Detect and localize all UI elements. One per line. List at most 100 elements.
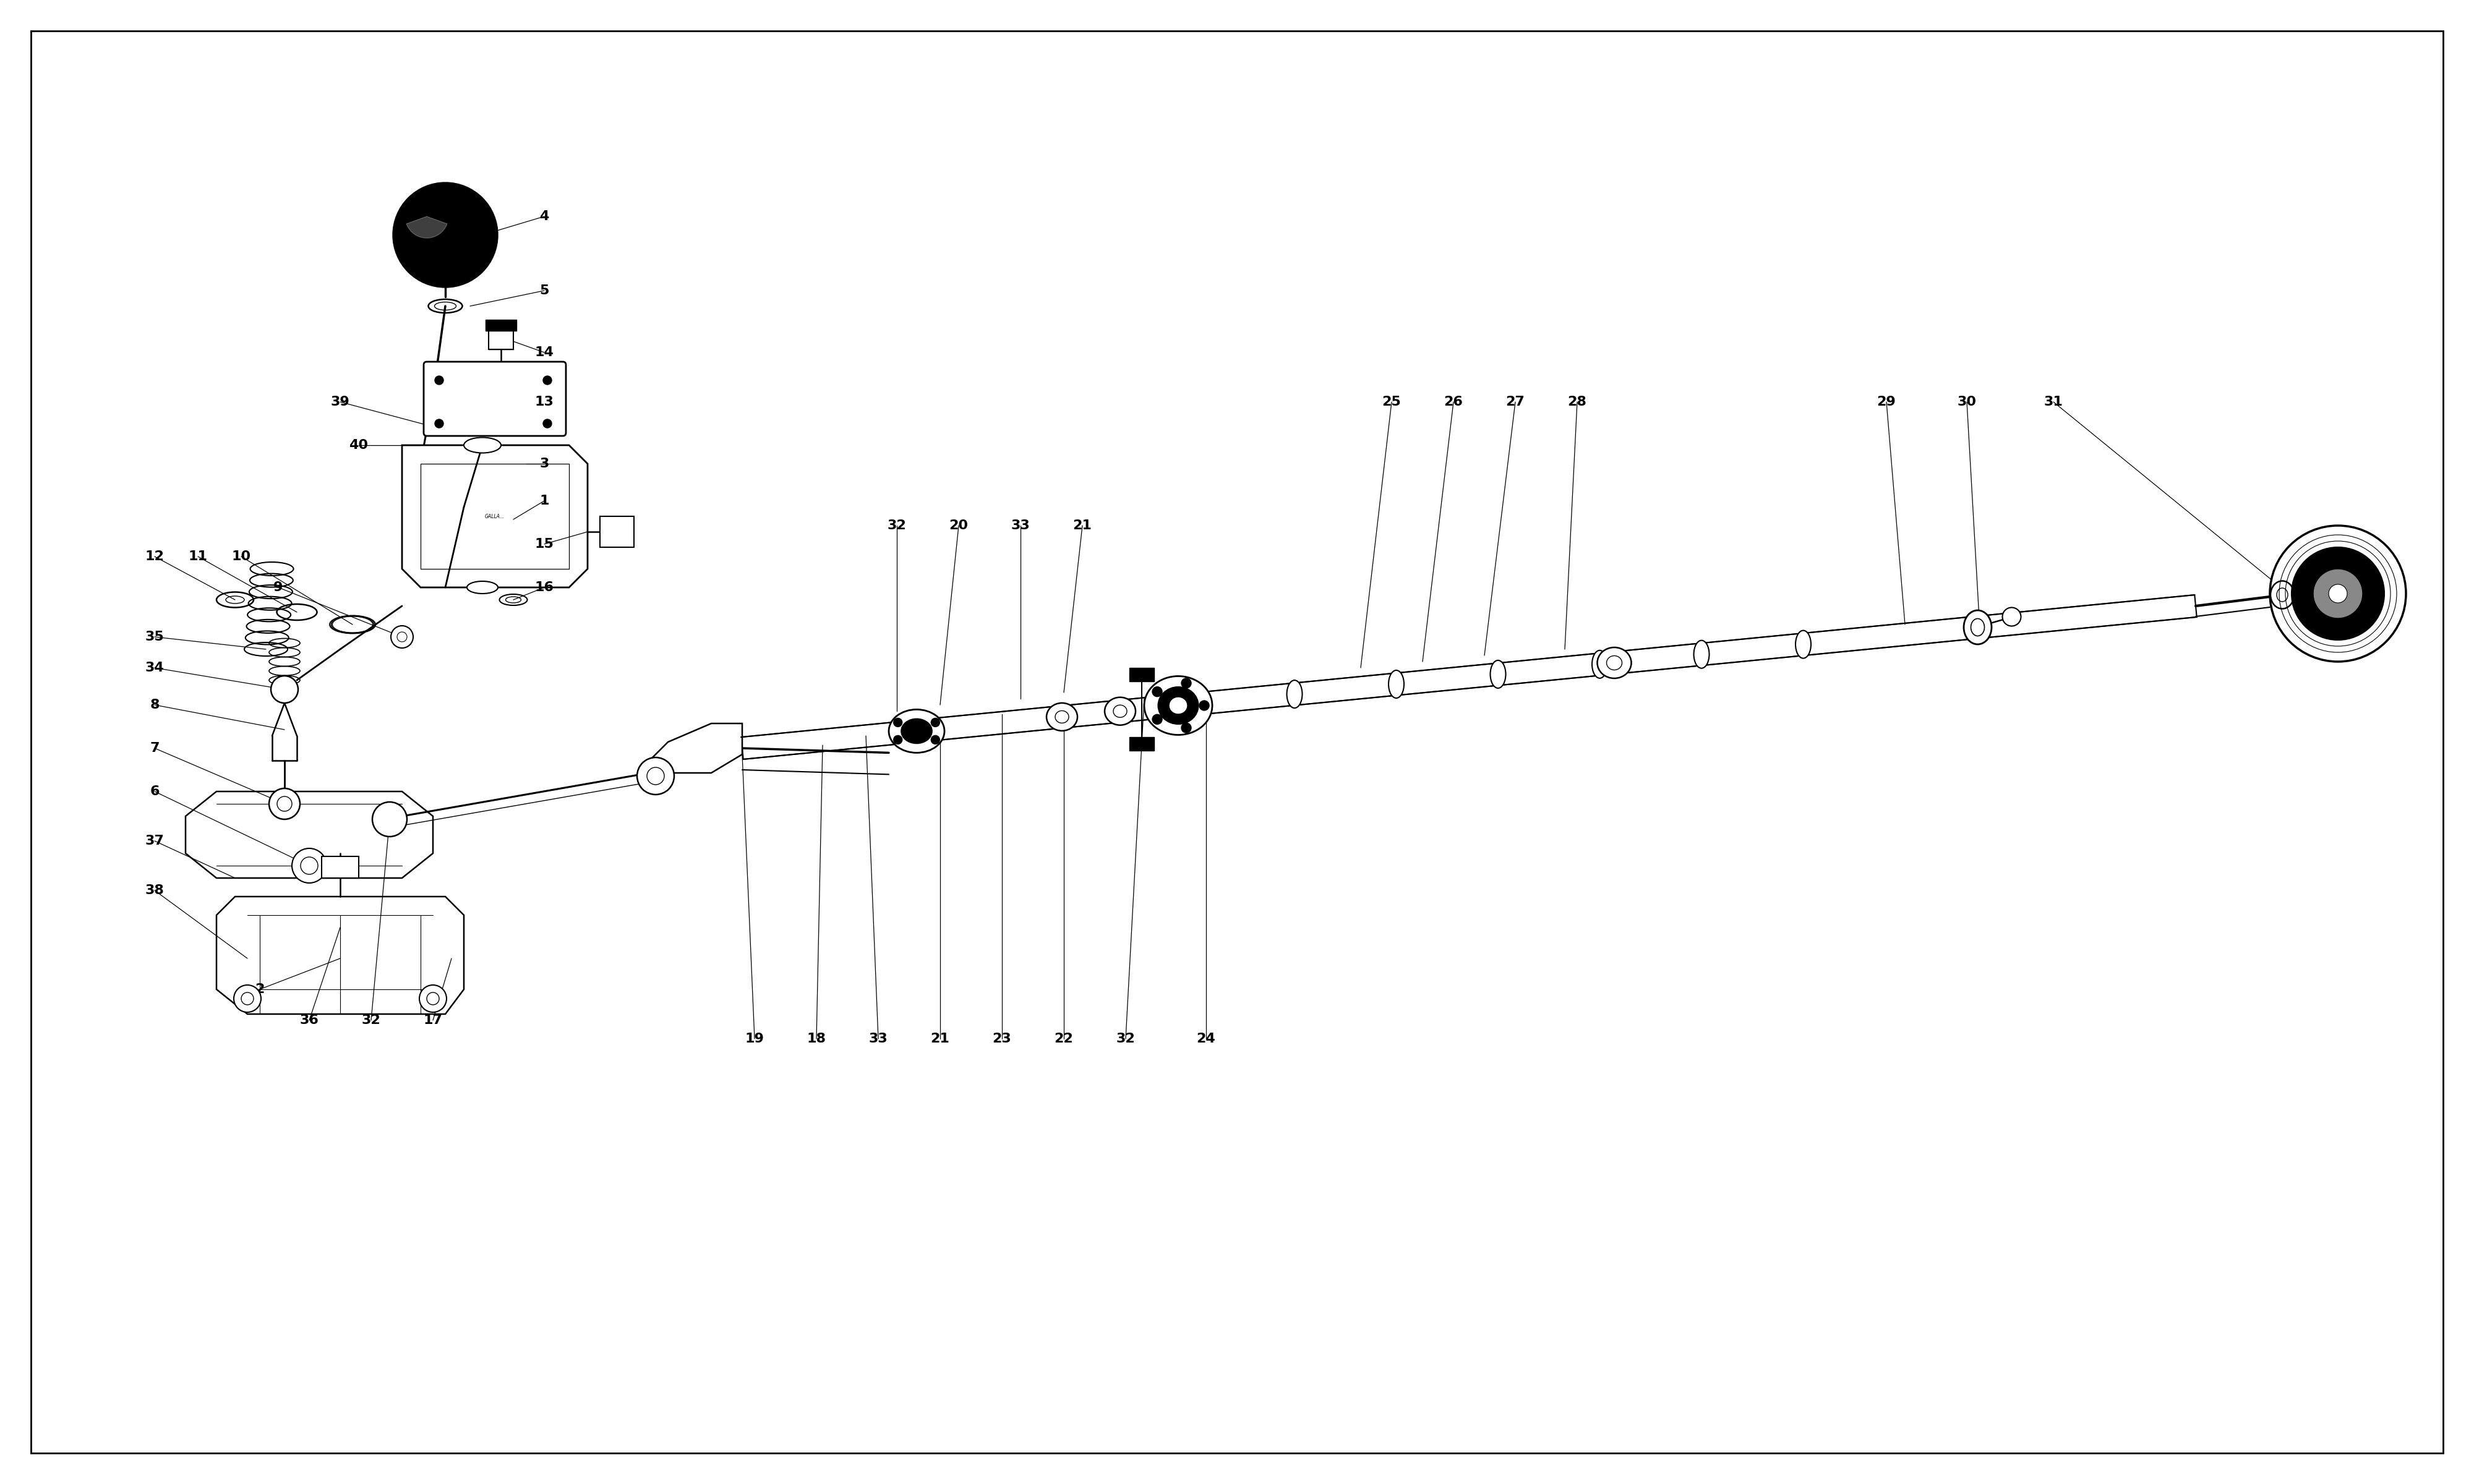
Text: 11: 11 [188,551,208,562]
Circle shape [391,626,413,649]
Bar [1131,668,1155,681]
Text: 12: 12 [146,551,163,562]
Text: 24: 24 [1197,1033,1215,1045]
Text: 5: 5 [539,285,549,297]
Text: 28: 28 [1569,396,1586,408]
Circle shape [435,375,443,384]
Text: 32: 32 [361,1014,381,1027]
Text: 8: 8 [151,699,158,711]
Circle shape [2269,525,2405,662]
Text: 1: 1 [539,494,549,508]
Bar [322,856,359,879]
Text: 36: 36 [299,1014,319,1027]
Circle shape [302,856,317,874]
Ellipse shape [2271,580,2293,608]
Ellipse shape [1286,680,1301,708]
Ellipse shape [1593,650,1608,678]
Circle shape [930,718,940,727]
Ellipse shape [1489,660,1507,689]
Wedge shape [406,217,448,237]
Circle shape [544,375,552,384]
Text: 35: 35 [146,631,163,643]
Circle shape [435,420,443,427]
Bar [1131,738,1155,751]
Text: 15: 15 [534,537,554,551]
Circle shape [1153,714,1163,724]
Text: 27: 27 [1507,396,1524,408]
Text: 32: 32 [1116,1033,1136,1045]
Text: 21: 21 [1074,519,1091,531]
Polygon shape [186,791,433,879]
Text: 38: 38 [146,884,163,896]
Circle shape [930,736,940,743]
Text: 37: 37 [146,834,163,847]
Text: 23: 23 [992,1033,1012,1045]
Text: 4: 4 [539,211,549,223]
Circle shape [421,985,445,1012]
Ellipse shape [1796,631,1811,659]
Circle shape [2001,607,2021,626]
Text: 22: 22 [1054,1033,1074,1045]
Text: 7: 7 [151,742,158,754]
Text: 3: 3 [539,457,549,470]
Text: 30: 30 [1957,396,1977,408]
Ellipse shape [1170,697,1188,714]
Circle shape [893,736,903,743]
Circle shape [1180,723,1190,733]
Ellipse shape [888,709,945,752]
Ellipse shape [1143,677,1212,735]
Ellipse shape [1598,647,1630,678]
Circle shape [544,420,552,427]
Ellipse shape [1047,703,1079,730]
Ellipse shape [468,582,497,594]
Circle shape [393,183,497,288]
Text: 10: 10 [233,551,250,562]
FancyBboxPatch shape [423,362,567,436]
Circle shape [292,849,327,883]
Circle shape [2291,548,2385,640]
Ellipse shape [901,718,933,743]
Text: 21: 21 [930,1033,950,1045]
Text: 16: 16 [534,582,554,594]
Text: 25: 25 [1383,396,1400,408]
Text: 19: 19 [745,1033,764,1045]
Circle shape [1180,678,1190,689]
Text: 29: 29 [1878,396,1895,408]
Circle shape [428,993,440,1005]
Ellipse shape [1964,610,1992,644]
Circle shape [2328,585,2348,603]
Bar [599,516,633,548]
Circle shape [270,675,297,703]
Text: 33: 33 [868,1033,888,1045]
Circle shape [1153,687,1163,696]
Polygon shape [218,896,465,1014]
Text: 31: 31 [2044,396,2063,408]
Text: 2: 2 [255,982,265,996]
Bar [485,319,517,331]
Circle shape [371,801,406,837]
Text: 20: 20 [950,519,967,531]
Text: 40: 40 [349,439,369,451]
Polygon shape [401,445,589,588]
Ellipse shape [465,438,500,453]
Text: 18: 18 [807,1033,826,1045]
Text: 14: 14 [534,346,554,359]
Text: 39: 39 [332,396,349,408]
Text: 32: 32 [888,519,905,531]
Bar [490,331,515,349]
Text: 33: 33 [1012,519,1029,531]
Circle shape [233,985,262,1012]
Circle shape [2313,568,2363,619]
Text: 9: 9 [275,582,282,594]
Text: 17: 17 [423,1014,443,1027]
Circle shape [242,993,255,1005]
Circle shape [396,632,406,641]
Ellipse shape [1103,697,1136,726]
Text: 6: 6 [151,785,158,798]
Circle shape [270,788,299,819]
Circle shape [1200,700,1210,711]
Text: 13: 13 [534,396,554,408]
Text: 34: 34 [146,662,163,674]
Ellipse shape [1158,687,1197,724]
Ellipse shape [1388,671,1405,697]
